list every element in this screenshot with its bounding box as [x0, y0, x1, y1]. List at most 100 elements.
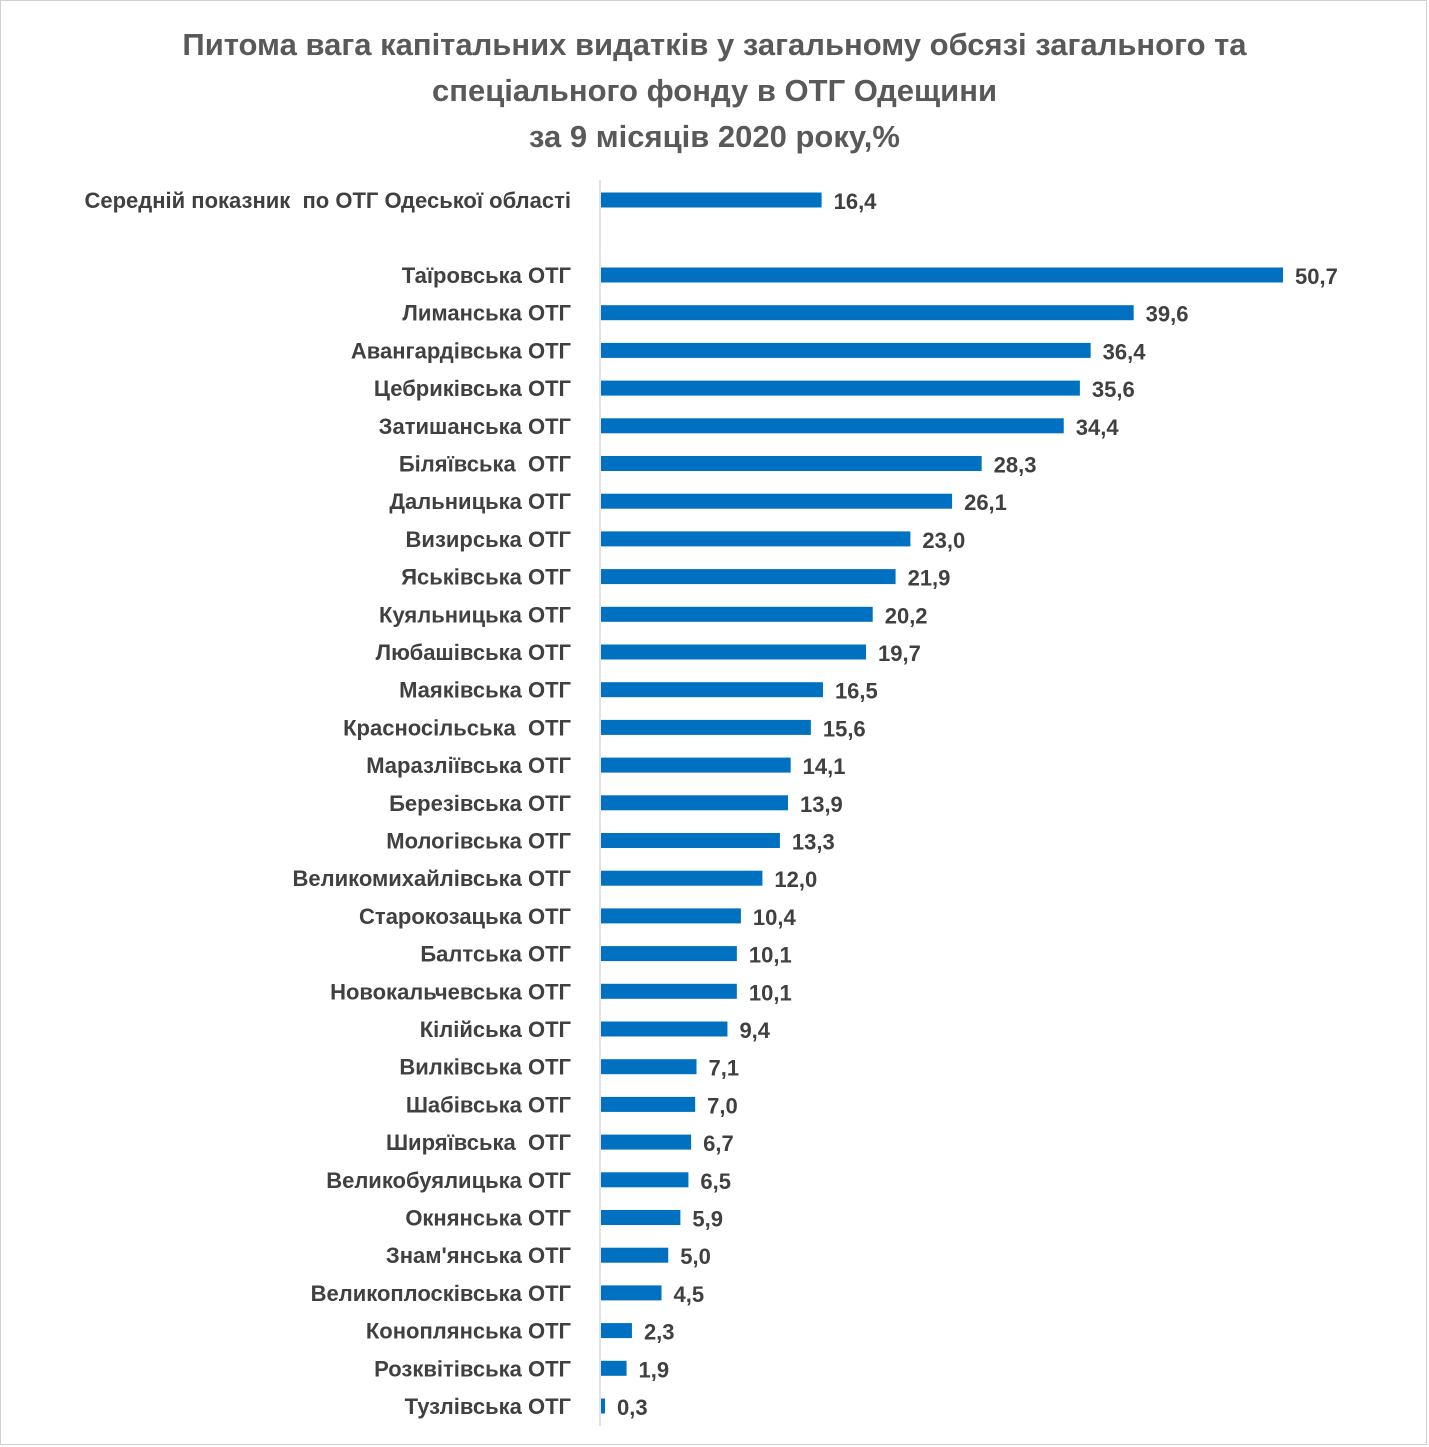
- otg-20-bar: [601, 983, 737, 999]
- otg-16-bar: [601, 833, 780, 848]
- otg-1-category-label: Таїровська ОТГ: [402, 263, 572, 288]
- otg-26-value-label: 5,9: [692, 1207, 723, 1232]
- otg-2-bar: [601, 305, 1134, 321]
- otg-5-category-label: Затишанська ОТГ: [379, 414, 572, 439]
- chart-title: Питома вага капітальних видатків у загал…: [0, 22, 1429, 160]
- otg-12-value-label: 16,5: [835, 679, 878, 704]
- otg-4-bar: [601, 380, 1080, 396]
- otg-15-value-label: 13,9: [800, 792, 843, 817]
- otg-16-category-label: Мологівська ОТГ: [386, 829, 571, 854]
- otg-14-category-label: Маразліївська ОТГ: [366, 753, 571, 778]
- otg-29-value-label: 2,3: [644, 1320, 675, 1345]
- otg-20-category-label: Новокальчевська ОТГ: [330, 979, 571, 1004]
- otg-8-category-label: Визирська ОТГ: [406, 527, 572, 552]
- otg-28-value-label: 4,5: [674, 1282, 705, 1307]
- otg-3-category-label: Авангардівська ОТГ: [351, 338, 572, 363]
- otg-2-value-label: 39,6: [1146, 302, 1189, 327]
- otg-9-value-label: 21,9: [908, 566, 951, 591]
- otg-25-value-label: 6,5: [700, 1169, 731, 1194]
- otg-8-bar: [601, 531, 911, 547]
- otg-22-category-label: Вилківська ОТГ: [399, 1055, 571, 1080]
- otg-8-value-label: 23,0: [922, 528, 965, 553]
- otg-18-bar: [601, 908, 741, 924]
- otg-13-bar: [601, 719, 811, 735]
- otg-23-category-label: Шабівська ОТГ: [406, 1092, 572, 1117]
- otg-9-bar: [601, 569, 896, 585]
- otg-30-value-label: 1,9: [639, 1357, 670, 1382]
- otg-15-bar: [601, 795, 788, 811]
- otg-6-value-label: 28,3: [994, 453, 1037, 478]
- otg-11-category-label: Любашівська ОТГ: [376, 640, 572, 665]
- otg-29-category-label: Коноплянська ОТГ: [366, 1319, 572, 1344]
- otg-2-category-label: Лиманська ОТГ: [402, 301, 571, 326]
- otg-29-bar: [601, 1323, 632, 1339]
- otg-7-bar: [601, 493, 953, 509]
- otg-17-bar: [601, 870, 763, 886]
- otg-30-category-label: Розквітівська ОТГ: [374, 1356, 571, 1381]
- otg-24-category-label: Ширяївська ОТГ: [386, 1130, 572, 1155]
- otg-6-category-label: Біляївська ОТГ: [399, 452, 572, 477]
- otg-27-value-label: 5,0: [680, 1244, 711, 1269]
- otg-24-value-label: 6,7: [703, 1131, 734, 1156]
- otg-10-category-label: Куяльницька ОТГ: [379, 602, 571, 627]
- otg-3-bar: [601, 342, 1091, 358]
- chart-title-line-2: спеціального фонду в ОТГ Одещини: [431, 73, 998, 108]
- otg-10-value-label: 20,2: [885, 603, 928, 628]
- otg-19-category-label: Балтська ОТГ: [420, 942, 571, 967]
- otg-18-category-label: Старокозацька ОТГ: [359, 904, 571, 929]
- otg-7-category-label: Дальницька ОТГ: [389, 489, 571, 514]
- otg-4-category-label: Цебриківська ОТГ: [374, 376, 572, 401]
- otg-1-bar: [601, 267, 1283, 283]
- otg-9-category-label: Яськівська ОТГ: [401, 565, 571, 590]
- otg-22-value-label: 7,1: [709, 1056, 740, 1081]
- otg-17-category-label: Великомихайлівська ОТГ: [293, 866, 572, 891]
- otg-27-bar: [601, 1247, 669, 1263]
- otg-11-value-label: 19,7: [878, 641, 921, 666]
- otg-5-value-label: 34,4: [1076, 415, 1120, 440]
- otg-10-bar: [601, 606, 873, 622]
- otg-11-bar: [601, 644, 866, 660]
- chart-title-line-3: за 9 місяців 2020 року,%: [529, 119, 900, 154]
- otg-21-bar: [601, 1021, 728, 1037]
- otg-28-bar: [601, 1285, 662, 1301]
- otg-19-value-label: 10,1: [749, 943, 792, 968]
- otg-7-value-label: 26,1: [964, 490, 1007, 515]
- otg-5-bar: [601, 418, 1064, 434]
- otg-14-value-label: 14,1: [803, 754, 846, 779]
- otg-26-category-label: Окнянська ОТГ: [405, 1206, 571, 1231]
- otg-28-category-label: Великоплосківська ОТГ: [311, 1281, 572, 1306]
- otg-27-category-label: Знам'янська ОТГ: [386, 1243, 572, 1268]
- otg-18-value-label: 10,4: [753, 905, 797, 930]
- average-category-label: Середній показник по ОТГ Одеської област…: [84, 188, 571, 213]
- otg-1-value-label: 50,7: [1295, 264, 1338, 289]
- otg-22-bar: [601, 1059, 697, 1075]
- otg-12-category-label: Маяківська ОТГ: [399, 678, 571, 703]
- otg-15-category-label: Березівська ОТГ: [389, 791, 571, 816]
- otg-25-category-label: Великобуялицька ОТГ: [326, 1168, 571, 1193]
- otg-13-value-label: 15,6: [823, 716, 866, 741]
- otg-19-bar: [601, 946, 737, 962]
- otg-31-value-label: 0,3: [617, 1395, 648, 1420]
- otg-6-bar: [601, 456, 982, 471]
- otg-24-bar: [601, 1134, 692, 1150]
- average-value-label: 16,4: [834, 189, 878, 214]
- otg-16-value-label: 13,3: [792, 830, 835, 855]
- otg-3-value-label: 36,4: [1103, 339, 1147, 364]
- otg-23-bar: [601, 1096, 696, 1112]
- otg-31-bar: [601, 1398, 606, 1414]
- otg-20-value-label: 10,1: [749, 980, 792, 1005]
- otg-21-category-label: Кілійська ОТГ: [420, 1017, 572, 1042]
- otg-17-value-label: 12,0: [774, 867, 817, 892]
- otg-30-bar: [601, 1360, 627, 1376]
- otg-21-value-label: 9,4: [739, 1018, 770, 1043]
- otg-26-bar: [601, 1210, 681, 1225]
- otg-12-bar: [601, 682, 823, 698]
- otg-31-category-label: Тузлівська ОТГ: [405, 1394, 572, 1419]
- otg-23-value-label: 7,0: [707, 1093, 738, 1118]
- otg-4-value-label: 35,6: [1092, 377, 1135, 402]
- otg-13-category-label: Красносільська ОТГ: [343, 715, 571, 740]
- otg-14-bar: [601, 757, 791, 773]
- otg-25-bar: [601, 1172, 689, 1188]
